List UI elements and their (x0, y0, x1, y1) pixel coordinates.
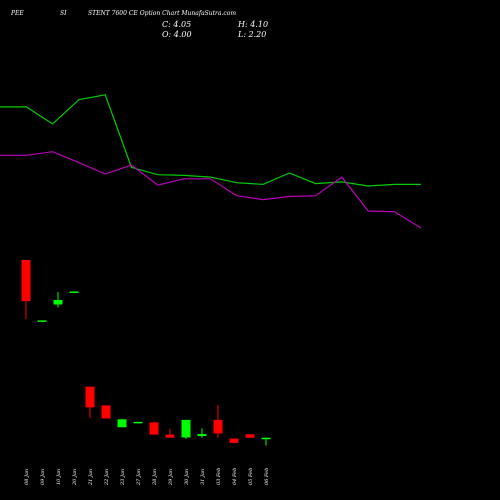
candle (213, 405, 223, 438)
candle (197, 428, 207, 438)
x-tick-label: 06 Feb (264, 468, 270, 485)
x-tick-label: 29 Jan (168, 469, 174, 486)
candle (69, 291, 79, 293)
x-tick-label: 21 Jan (88, 469, 94, 486)
candle-body (261, 437, 271, 440)
header-left1: PEE (10, 10, 24, 17)
candle-body (165, 434, 175, 438)
chart-header: PEE SI STENT 7600 CE Option Chart Munafa… (10, 10, 268, 39)
candles-group (21, 260, 271, 446)
x-tick-label: 27 Jan (136, 469, 142, 486)
x-tick-label: 05 Feb (248, 468, 254, 485)
x-tick-label: 28 Jan (152, 469, 158, 486)
candle-body (37, 320, 47, 322)
candle-body (53, 299, 63, 305)
x-tick-label: 31 Jan (200, 469, 206, 485)
x-tick-label: 08 Jan (24, 469, 30, 485)
candle (85, 386, 95, 418)
candle (261, 437, 271, 446)
candle-body (229, 438, 239, 443)
x-tick-label: 23 Jan (120, 469, 126, 486)
x-tick-label: 09 Jan (40, 469, 46, 485)
open-value: O: 4.00 (162, 30, 192, 39)
header-left2: SI (60, 10, 67, 17)
moving-average-lines (0, 94, 422, 229)
candle (37, 320, 47, 322)
candle-body (117, 419, 127, 428)
candle-body (101, 405, 111, 419)
candle (21, 260, 31, 320)
candle (117, 419, 127, 428)
candle (181, 419, 191, 440)
candle-body (245, 434, 255, 438)
candle (101, 405, 111, 419)
candle (165, 428, 175, 438)
candle-body (69, 291, 79, 293)
candle-body (133, 421, 143, 424)
x-tick-label: 22 Jan (104, 469, 110, 486)
candle-body (197, 434, 207, 437)
chart-title: STENT 7600 CE Option Chart MunafaSutra.c… (88, 10, 236, 17)
candle-body (149, 422, 159, 435)
candle (133, 421, 143, 424)
candle (53, 292, 63, 308)
close-value: C: 4.05 (162, 20, 191, 29)
candle (245, 434, 255, 438)
x-tick-label: 04 Feb (232, 468, 238, 485)
x-tick-label: 10 Jan (56, 469, 62, 485)
ma-line-magenta (0, 151, 422, 229)
ma-line-green (0, 94, 421, 187)
x-axis-ticks: 08 Jan 09 Jan 10 Jan 20 Jan 21 Jan 22 Jan 23 J… (24, 468, 270, 486)
candle (229, 438, 239, 444)
candle-body (181, 419, 191, 438)
candle-body (21, 260, 31, 302)
x-tick-label: 03 Feb (216, 468, 222, 485)
low-value: L: 2.20 (237, 30, 266, 39)
candle-body (213, 419, 223, 434)
candle-body (85, 386, 95, 408)
x-tick-label: 20 Jan (72, 469, 78, 486)
high-value: H: 4.10 (237, 20, 268, 29)
candle (149, 421, 159, 435)
x-tick-label: 30 Jan (184, 469, 190, 485)
